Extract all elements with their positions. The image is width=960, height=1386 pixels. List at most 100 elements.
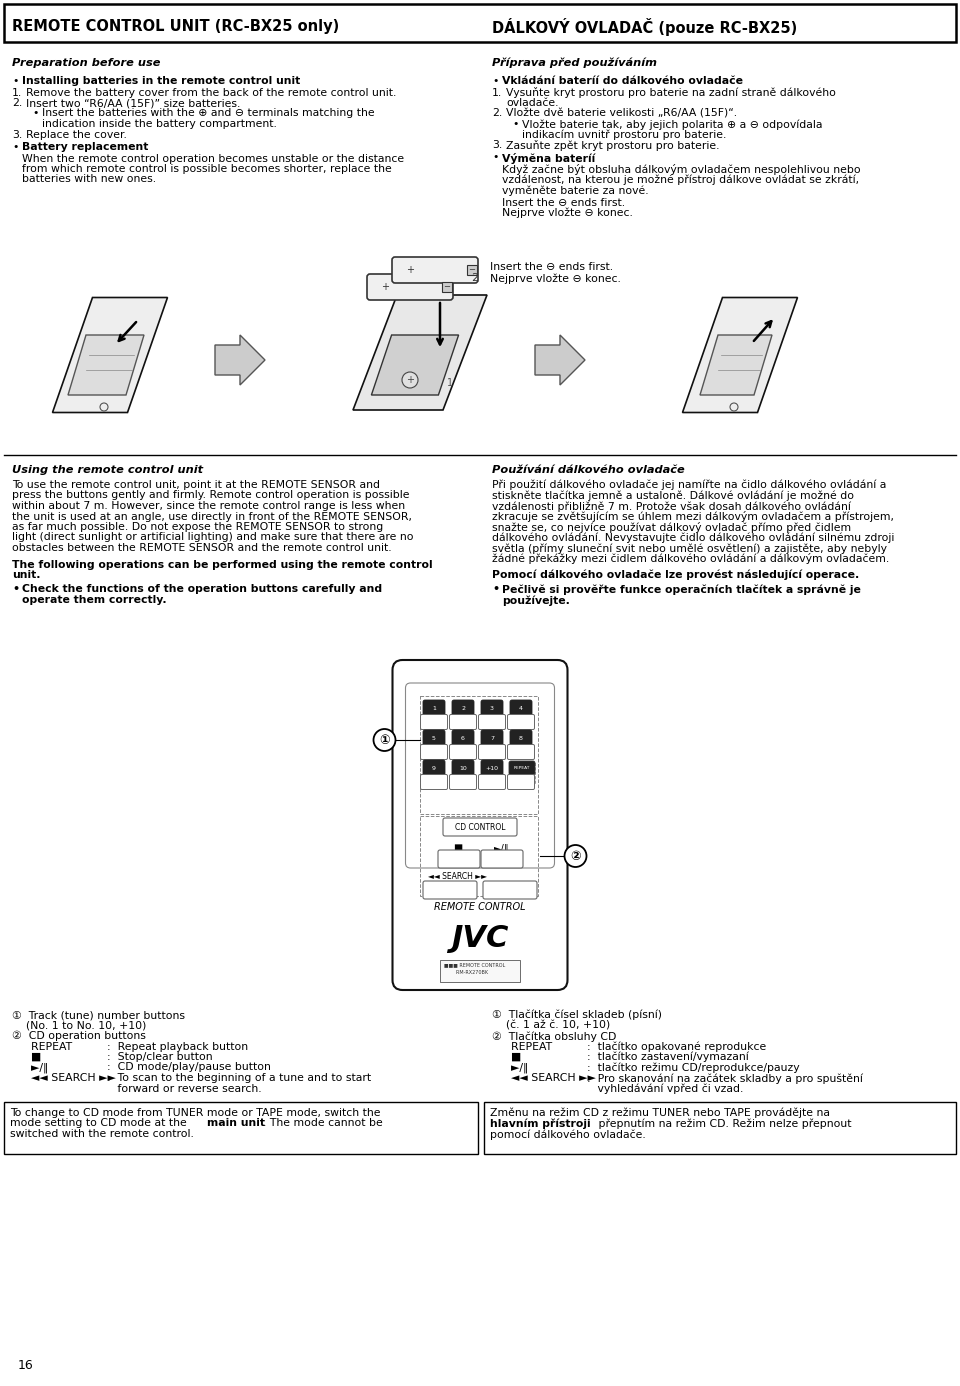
Polygon shape <box>372 335 459 395</box>
Text: ►/‖: ►/‖ <box>494 843 510 854</box>
Text: +10: +10 <box>486 765 498 771</box>
Bar <box>467 265 477 274</box>
Text: Insert the ⊖ ends first.: Insert the ⊖ ends first. <box>490 262 613 272</box>
Circle shape <box>373 729 396 751</box>
Text: +: + <box>406 265 414 274</box>
Text: ◄◄ SEARCH ►►: ◄◄ SEARCH ►► <box>497 1073 596 1082</box>
Circle shape <box>402 371 418 388</box>
Text: Vysuňte kryt prostoru pro baterie na zadní straně dálkového: Vysuňte kryt prostoru pro baterie na zad… <box>506 87 836 98</box>
Text: ◄◄ SEARCH ►►: ◄◄ SEARCH ►► <box>428 872 488 881</box>
Circle shape <box>564 845 587 868</box>
Text: switched with the remote control.: switched with the remote control. <box>10 1130 194 1139</box>
Text: REPEAT: REPEAT <box>497 1041 552 1052</box>
Bar <box>4 4 956 42</box>
Text: 2: 2 <box>461 705 465 711</box>
Text: The following operations can be performed using the remote control: The following operations can be performe… <box>12 560 433 570</box>
Text: ■: ■ <box>453 843 463 852</box>
Text: •: • <box>12 141 18 152</box>
Text: . The mode cannot be: . The mode cannot be <box>263 1119 383 1128</box>
Text: Battery replacement: Battery replacement <box>22 141 149 152</box>
Text: 1.: 1. <box>12 87 22 97</box>
Bar <box>442 281 452 292</box>
Text: DÁLKOVÝ OVLADAČ (pouze RC-BX25): DÁLKOVÝ OVLADAČ (pouze RC-BX25) <box>492 18 797 36</box>
Text: •: • <box>492 152 498 162</box>
Polygon shape <box>683 298 798 413</box>
Text: indication inside the battery compartment.: indication inside the battery compartmen… <box>42 119 276 129</box>
Text: :  Pro skanování na začátek skladby a pro spuštění: : Pro skanování na začátek skladby a pro… <box>587 1073 863 1084</box>
Text: Zasuňte zpět kryt prostoru pro baterie.: Zasuňte zpět kryt prostoru pro baterie. <box>506 140 719 151</box>
FancyBboxPatch shape <box>393 660 567 990</box>
Text: RM-RX270BK: RM-RX270BK <box>444 970 488 974</box>
Text: :  CD mode/play/pause button: : CD mode/play/pause button <box>107 1063 271 1073</box>
Text: •: • <box>12 585 19 595</box>
Text: vyhledávání vpřed či vzad.: vyhledávání vpřed či vzad. <box>587 1084 743 1094</box>
Text: Remove the battery cover from the back of the remote control unit.: Remove the battery cover from the back o… <box>26 87 396 97</box>
Text: +: + <box>406 376 414 385</box>
Text: Vložte dvě baterie velikosti „R6/AA (15F)“.: Vložte dvě baterie velikosti „R6/AA (15F… <box>506 108 737 118</box>
Text: •: • <box>492 76 498 86</box>
Text: REMOTE CONTROL: REMOTE CONTROL <box>434 902 526 912</box>
Text: press the buttons gently and firmly. Remote control operation is possible: press the buttons gently and firmly. Rem… <box>12 491 410 500</box>
Text: ①  Track (tune) number buttons: ① Track (tune) number buttons <box>12 1010 185 1020</box>
Text: Používání dálkového ovladače: Používání dálkového ovladače <box>492 464 684 475</box>
Text: Check the functions of the operation buttons carefully and: Check the functions of the operation but… <box>22 585 382 595</box>
Text: Změnu na režim CD z režimu TUNER nebo TAPE provádějte na: Změnu na režim CD z režimu TUNER nebo TA… <box>490 1107 830 1119</box>
Text: Pomocí dálkového ovladače lze provést následující operace.: Pomocí dálkového ovladače lze provést ná… <box>492 570 859 581</box>
Text: REPEAT: REPEAT <box>514 766 530 771</box>
Text: :  Repeat playback button: : Repeat playback button <box>107 1041 248 1052</box>
FancyBboxPatch shape <box>423 760 445 776</box>
Bar <box>440 960 520 983</box>
Text: ■: ■ <box>497 1052 521 1062</box>
Text: within about 7 m. However, since the remote control range is less when: within about 7 m. However, since the rem… <box>12 500 405 511</box>
Text: ■■■ REMOTE CONTROL: ■■■ REMOTE CONTROL <box>444 962 505 967</box>
FancyBboxPatch shape <box>423 881 477 900</box>
Text: Replace the cover.: Replace the cover. <box>26 129 127 140</box>
Text: Vložte baterie tak, aby jejich polarita ⊕ a ⊖ odpovídala: Vložte baterie tak, aby jejich polarita … <box>522 119 823 129</box>
Text: as far much possible. Do not expose the REMOTE SENSOR to strong: as far much possible. Do not expose the … <box>12 523 383 532</box>
FancyBboxPatch shape <box>367 274 453 299</box>
Text: ②: ② <box>570 850 581 862</box>
Text: +: + <box>381 281 389 292</box>
Text: •: • <box>512 119 518 129</box>
Text: light (direct sunlight or artificial lighting) and make sure that there are no: light (direct sunlight or artificial lig… <box>12 532 414 542</box>
Text: the unit is used at an angle, use directly in front of the REMOTE SENSOR,: the unit is used at an angle, use direct… <box>12 511 412 521</box>
Text: Insert the batteries with the ⊕ and ⊖ terminals matching the: Insert the batteries with the ⊕ and ⊖ te… <box>42 108 374 118</box>
Text: Insert the ⊖ ends first.: Insert the ⊖ ends first. <box>502 197 625 208</box>
FancyBboxPatch shape <box>420 715 447 729</box>
FancyBboxPatch shape <box>423 730 445 746</box>
Text: Using the remote control unit: Using the remote control unit <box>12 464 204 475</box>
Text: When the remote control operation becomes unstable or the distance: When the remote control operation become… <box>22 154 404 164</box>
Text: (č. 1 až č. 10, +10): (č. 1 až č. 10, +10) <box>492 1020 611 1031</box>
Text: Nejprve vložte ⊖ konec.: Nejprve vložte ⊖ konec. <box>502 208 633 219</box>
Bar <box>484 1102 956 1155</box>
FancyBboxPatch shape <box>392 256 478 283</box>
Text: Installing batteries in the remote control unit: Installing batteries in the remote contr… <box>22 76 300 86</box>
Text: přepnutím na režim CD. Režim nelze přepnout: přepnutím na režim CD. Režim nelze přepn… <box>595 1119 852 1130</box>
Text: Insert two “R6/AA (15F)” size batteries.: Insert two “R6/AA (15F)” size batteries. <box>26 98 240 108</box>
Text: snažte se, co nejvíce používat dálkový ovladač přímo před čidlem: snažte se, co nejvíce používat dálkový o… <box>492 523 852 534</box>
Text: Když začne být obsluha dálkovým ovladačem nespolehlivou nebo: Když začne být obsluha dálkovým ovladače… <box>502 164 860 175</box>
Text: CD CONTROL: CD CONTROL <box>455 822 505 832</box>
FancyBboxPatch shape <box>478 744 506 760</box>
FancyBboxPatch shape <box>478 775 506 790</box>
Bar <box>4 1102 478 1155</box>
FancyBboxPatch shape <box>510 700 532 717</box>
Text: 2: 2 <box>471 273 479 283</box>
FancyBboxPatch shape <box>420 744 447 760</box>
Text: hlavním přístroji: hlavním přístroji <box>490 1119 590 1130</box>
Text: vyměněte baterie za nové.: vyměněte baterie za nové. <box>502 184 649 195</box>
FancyBboxPatch shape <box>405 683 555 868</box>
Text: unit.: unit. <box>12 570 40 579</box>
Text: 10: 10 <box>459 765 467 771</box>
Text: ◄◄ SEARCH ►►: ◄◄ SEARCH ►► <box>17 1073 116 1082</box>
FancyBboxPatch shape <box>449 715 476 729</box>
Text: 5: 5 <box>432 736 436 740</box>
Text: zkracuje se zvětšujícím se úhlem mezi dálkovým ovladačem a přístrojem,: zkracuje se zvětšujícím se úhlem mezi dá… <box>492 511 894 523</box>
FancyBboxPatch shape <box>423 700 445 717</box>
Text: 1: 1 <box>432 705 436 711</box>
FancyBboxPatch shape <box>481 760 503 776</box>
Text: •: • <box>32 108 38 118</box>
Text: :  Stop/clear button: : Stop/clear button <box>107 1052 212 1062</box>
Text: Pečlivě si prověřte funkce operačních tlačítek a správně je: Pečlivě si prověřte funkce operačních tl… <box>502 585 861 595</box>
Text: 16: 16 <box>18 1360 34 1372</box>
